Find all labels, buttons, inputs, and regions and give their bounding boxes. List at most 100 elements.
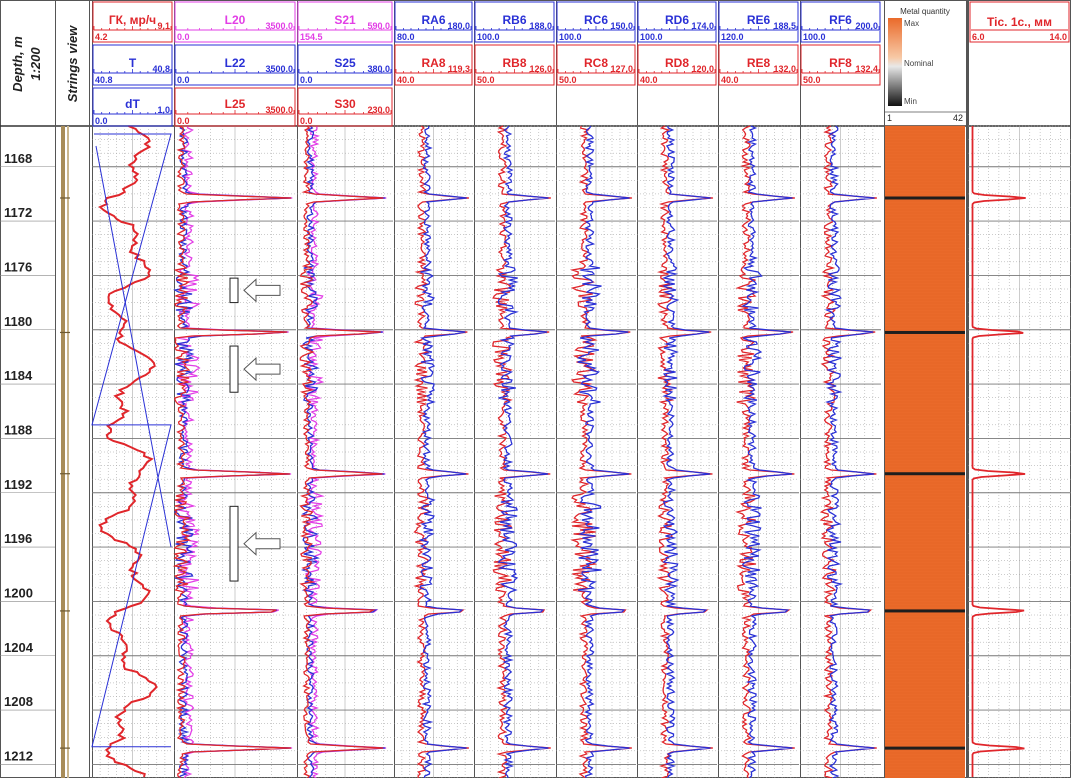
curve-scale-max: 200.0 xyxy=(855,21,878,31)
curve-scale-max: 150.0 xyxy=(610,21,633,31)
rf6-curve xyxy=(824,125,875,778)
perforation-interval xyxy=(229,505,239,582)
curve-scale-max: 188.0 xyxy=(529,21,552,31)
metal-legend-title: Metal quantity xyxy=(900,7,950,16)
metal-collar-band xyxy=(885,746,965,750)
curve-name: dT xyxy=(125,97,140,111)
tic-scale-min: 6.0 xyxy=(972,32,985,42)
rc8-curve xyxy=(569,125,633,778)
curve-name: RB6 xyxy=(502,13,526,27)
curve-name: S21 xyxy=(334,13,356,27)
header-box xyxy=(92,44,173,86)
l20-curve xyxy=(175,125,293,778)
curve-name: S25 xyxy=(334,56,356,70)
curve-scale-max: 9.1 xyxy=(157,21,170,31)
depth-axis-scale: 1:200 xyxy=(28,47,43,81)
curve-scale-max: 132.0 xyxy=(773,64,796,74)
depth-tick-label: 1180 xyxy=(4,314,32,329)
curve-name: ГК, мр/ч xyxy=(109,13,156,27)
curve-name: L22 xyxy=(225,56,246,70)
depth-tick-label: 1168 xyxy=(4,151,32,166)
depth-tick-label: 1188 xyxy=(4,422,32,437)
curve-name: L20 xyxy=(225,13,246,27)
depth-tick-label: 1200 xyxy=(4,585,33,600)
l25-curve xyxy=(172,125,292,778)
depth-tick-label: 1184 xyxy=(4,368,33,383)
curve-scale-max: 3500.0 xyxy=(265,21,293,31)
metal-quantity-image xyxy=(885,126,965,778)
perforation-arrow-icon xyxy=(243,278,281,303)
rf8-curve xyxy=(819,125,877,778)
curve-scale-min: 100.0 xyxy=(559,32,582,42)
tic-curve xyxy=(971,126,1026,777)
curve-name: RC8 xyxy=(584,56,608,70)
curve-scale-min: 154.5 xyxy=(300,32,323,42)
curve-scale-max: 180.0 xyxy=(447,21,470,31)
curve-scale-max: 126.0 xyxy=(529,64,552,74)
header-box xyxy=(637,44,717,86)
curve-scale-max: 1.0 xyxy=(157,105,170,115)
header-box xyxy=(718,44,799,86)
l22-curve xyxy=(173,125,292,778)
ra8-curve xyxy=(413,125,470,778)
header-box xyxy=(474,44,555,86)
header-box xyxy=(718,1,799,43)
curve-scale-max: 40.8 xyxy=(152,64,170,74)
curve-scale-min: 40.0 xyxy=(397,75,415,85)
header-box xyxy=(174,44,296,86)
header-box xyxy=(92,1,173,43)
curve-scale-max: 188.5 xyxy=(773,21,796,31)
perforation-interval xyxy=(229,345,239,393)
metal-legend-nominal: Nominal xyxy=(904,59,934,68)
curve-scale-min: 100.0 xyxy=(803,32,826,42)
curve-scale-min: 40.8 xyxy=(95,75,113,85)
perforation-arrow-icon xyxy=(243,357,281,382)
curve-scale-max: 590.0 xyxy=(367,21,390,31)
t-curve xyxy=(91,133,172,748)
depth-tick-label: 1192 xyxy=(4,477,32,492)
curve-name: RA6 xyxy=(421,13,445,27)
depth-tick-label: 1204 xyxy=(4,640,34,655)
s21-curve xyxy=(304,125,387,778)
header-box xyxy=(174,1,296,43)
curve-scale-min: 120.0 xyxy=(721,32,744,42)
re8-curve xyxy=(735,125,795,778)
header-box xyxy=(969,1,1070,43)
rc6-curve xyxy=(576,125,630,778)
curve-scale-min: 50.0 xyxy=(477,75,495,85)
depth-axis: 1168 1172 1176 1180 1184 1188 1192 1196 1200 1204… xyxy=(0,151,55,765)
curve-scale-max: 127.0 xyxy=(610,64,633,74)
curve-name: T xyxy=(129,56,137,70)
curve-scale-min: 0.0 xyxy=(177,32,190,42)
header-box xyxy=(556,1,636,43)
rb8-curve xyxy=(492,125,551,778)
depth-tick-label: 1212 xyxy=(4,748,33,763)
curve-scale-min: 0.0 xyxy=(177,116,190,126)
curve-scale-max: 132.4 xyxy=(855,64,878,74)
metal-legend-max: Max xyxy=(904,19,919,28)
rb6-curve xyxy=(497,125,549,778)
ra6-curve xyxy=(418,125,467,778)
metal-color-scale xyxy=(888,18,902,106)
curve-scale-max: 174.0 xyxy=(691,21,714,31)
depth-tick-label: 1208 xyxy=(4,694,33,709)
header-box xyxy=(92,87,173,127)
curve-scale-max: 119.3 xyxy=(448,64,470,74)
header-box xyxy=(637,1,717,43)
header-box xyxy=(394,44,473,86)
header-box xyxy=(800,1,881,43)
dt-curve xyxy=(95,145,172,548)
metal-collar-band xyxy=(885,196,965,200)
curve-name: RD8 xyxy=(665,56,689,70)
tic-scale-max: 14.0 xyxy=(1049,32,1067,42)
curve-scale-min: 100.0 xyxy=(640,32,663,42)
curve-name: L25 xyxy=(225,97,246,111)
s30-curve xyxy=(299,125,384,778)
metal-legend-min: Min xyxy=(904,97,917,106)
curve-scale-min: 4.2 xyxy=(95,32,108,42)
header-box xyxy=(297,1,393,43)
tic-curve-name: Tic. 1c., мм xyxy=(987,15,1052,29)
header-box xyxy=(394,1,473,43)
curve-scale-max: 120.0 xyxy=(691,64,714,74)
